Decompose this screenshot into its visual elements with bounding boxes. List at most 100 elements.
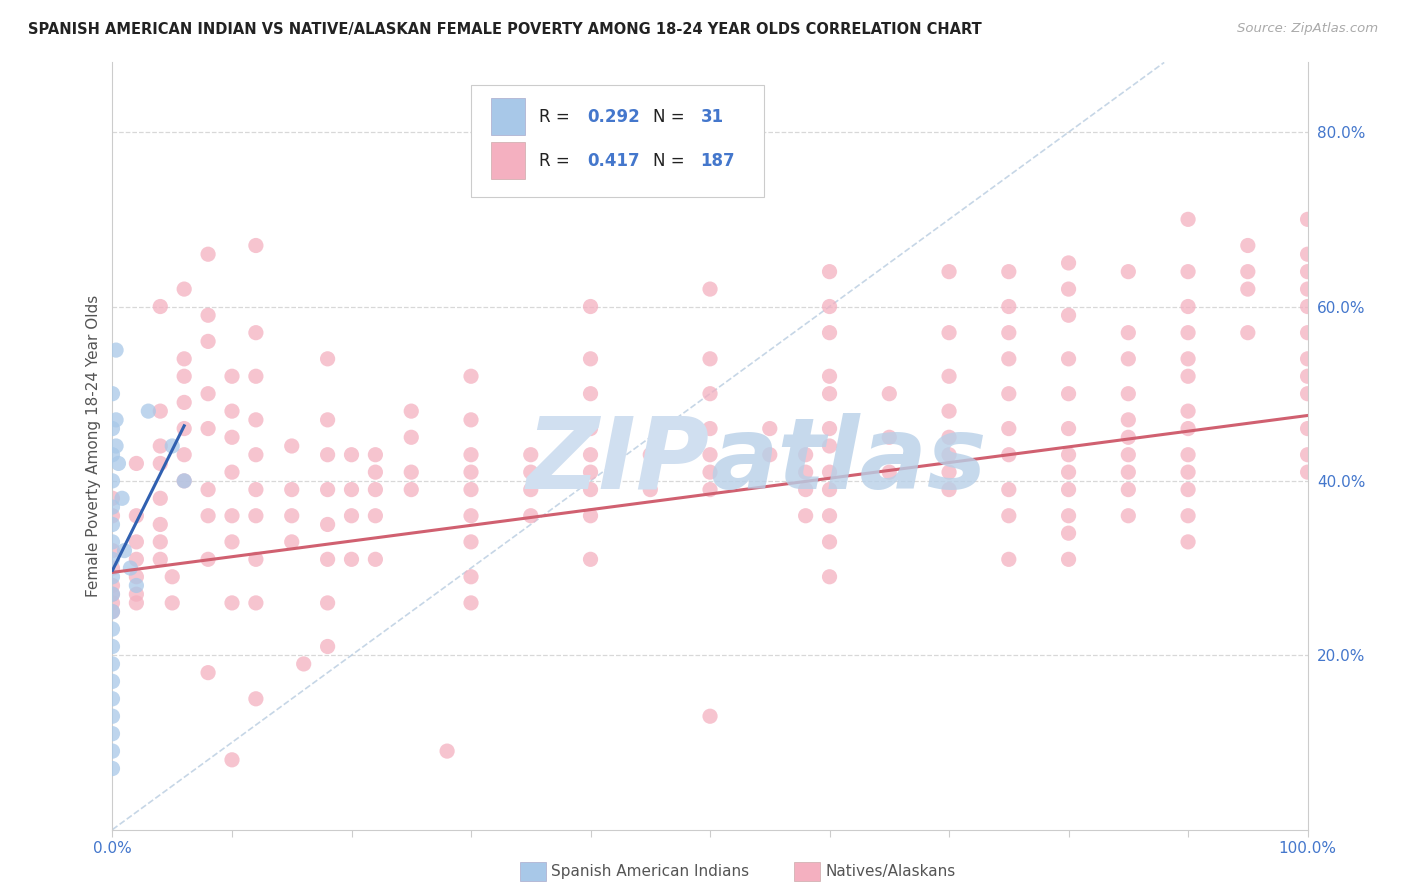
Point [149, 439, 172, 453]
Point [364, 483, 387, 497]
Text: 187: 187 [700, 152, 735, 169]
Point [818, 465, 841, 479]
Point [818, 439, 841, 453]
Point [879, 386, 901, 401]
Point [1177, 483, 1199, 497]
Point [1057, 386, 1080, 401]
Point [401, 430, 423, 444]
Point [114, 543, 135, 558]
Point [245, 508, 267, 523]
Point [221, 465, 243, 479]
Point [245, 483, 267, 497]
Point [245, 552, 267, 566]
Point [101, 448, 124, 462]
Point [818, 570, 841, 584]
Point [101, 421, 124, 435]
Point [245, 596, 267, 610]
Point [460, 596, 482, 610]
Point [1057, 256, 1080, 270]
Point [818, 265, 841, 279]
Text: atlas: atlas [710, 413, 987, 510]
Point [1057, 483, 1080, 497]
Point [794, 465, 817, 479]
Point [1057, 465, 1080, 479]
Point [149, 517, 172, 532]
Point [101, 605, 124, 619]
Point [1177, 448, 1199, 462]
Point [579, 483, 602, 497]
Point [173, 421, 195, 435]
Point [149, 552, 172, 566]
Point [101, 640, 124, 654]
Point [197, 552, 219, 566]
Point [818, 369, 841, 384]
Point [1237, 238, 1260, 252]
Point [245, 369, 267, 384]
Point [281, 508, 304, 523]
Point [173, 395, 195, 409]
Point [579, 351, 602, 366]
Point [699, 483, 721, 497]
Point [197, 483, 219, 497]
Point [1118, 430, 1140, 444]
Point [1296, 212, 1319, 227]
Point [101, 674, 124, 689]
Point [699, 386, 721, 401]
Point [281, 483, 304, 497]
Point [460, 448, 482, 462]
Point [401, 404, 423, 418]
Point [197, 386, 219, 401]
Point [818, 421, 841, 435]
Point [1296, 326, 1319, 340]
Point [998, 265, 1021, 279]
Point [998, 483, 1021, 497]
Point [1296, 448, 1319, 462]
Point [1177, 300, 1199, 314]
Point [1118, 483, 1140, 497]
Point [818, 300, 841, 314]
Point [1237, 326, 1260, 340]
Text: ZIP: ZIP [527, 413, 710, 510]
Point [759, 421, 782, 435]
Point [879, 465, 901, 479]
Point [173, 474, 195, 488]
Point [125, 534, 148, 549]
Point [162, 439, 183, 453]
Point [101, 543, 124, 558]
Point [340, 483, 363, 497]
Point [794, 483, 817, 497]
Point [520, 448, 543, 462]
Point [101, 534, 124, 549]
Text: R =: R = [538, 152, 575, 169]
Point [401, 483, 423, 497]
Point [125, 552, 148, 566]
Point [316, 413, 339, 427]
Point [579, 465, 602, 479]
Point [460, 465, 482, 479]
Point [998, 421, 1021, 435]
Point [460, 534, 482, 549]
Point [699, 448, 721, 462]
Point [818, 483, 841, 497]
Point [197, 247, 219, 261]
Point [173, 474, 195, 488]
Point [1118, 413, 1140, 427]
Point [101, 561, 124, 575]
Point [101, 657, 124, 671]
Point [938, 404, 960, 418]
Point [998, 326, 1021, 340]
Point [245, 448, 267, 462]
Point [1296, 265, 1319, 279]
Point [221, 369, 243, 384]
Point [460, 483, 482, 497]
Text: 0.417: 0.417 [586, 152, 640, 169]
Point [316, 640, 339, 654]
Point [111, 491, 134, 506]
Bar [491, 142, 524, 179]
Point [245, 238, 267, 252]
Point [1177, 534, 1199, 549]
Point [998, 552, 1021, 566]
Point [794, 448, 817, 462]
Point [364, 465, 387, 479]
Point [149, 457, 172, 471]
